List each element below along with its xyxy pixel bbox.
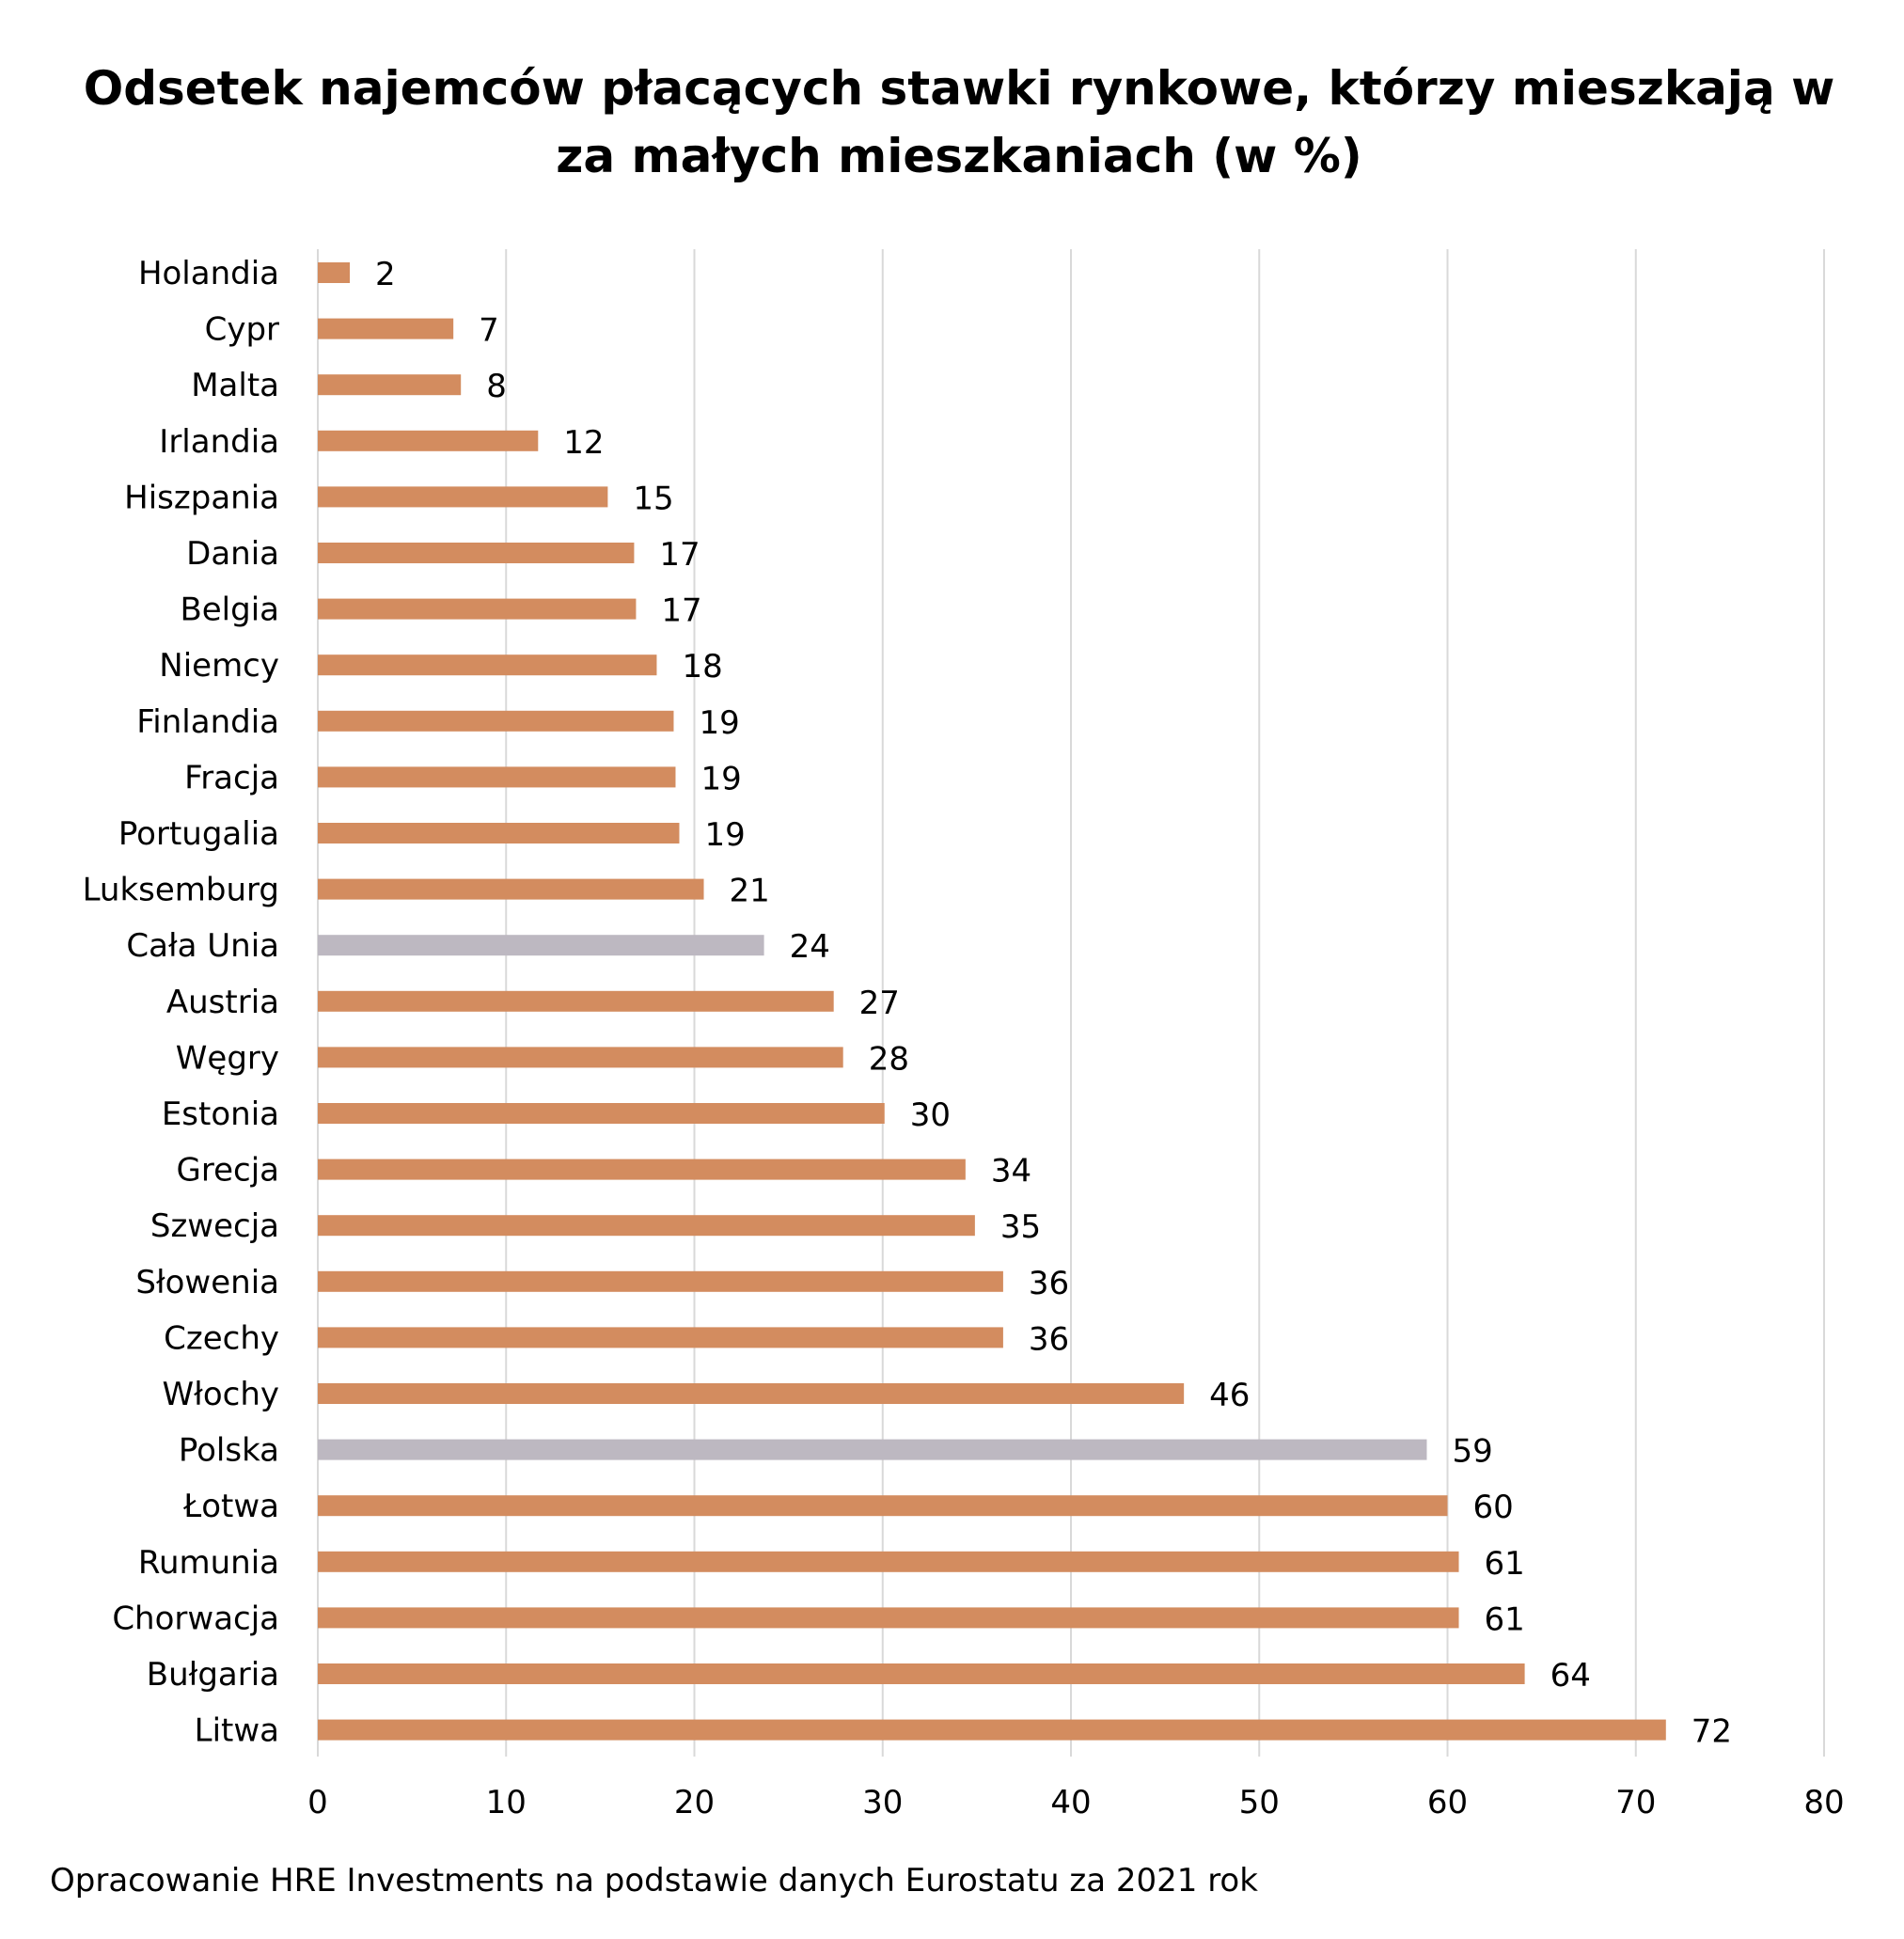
bar: [318, 823, 680, 843]
data-label: 7: [479, 312, 499, 350]
data-label: 59: [1452, 1433, 1492, 1471]
bar-chart: 2781215171718191919212427283034353636465…: [83, 249, 1845, 1821]
category-label: Fracja: [184, 759, 279, 796]
data-label: 61: [1485, 1600, 1525, 1638]
category-label: Polska: [179, 1432, 279, 1470]
category-label: Dania: [186, 535, 279, 573]
x-axis-ticks: 0 10 20 30 40 50 60 70 80: [307, 1784, 1844, 1821]
category-label: Holandia: [138, 255, 279, 292]
category-label: Irlandia: [159, 423, 279, 461]
data-label: 36: [1029, 1320, 1069, 1358]
x-tick-label: 30: [862, 1784, 903, 1821]
category-label: Belgia: [180, 591, 279, 629]
category-label: Niemcy: [159, 647, 279, 685]
data-label: 34: [991, 1153, 1031, 1190]
data-label: 19: [704, 816, 745, 854]
x-tick-label: 10: [486, 1784, 527, 1821]
data-label: 36: [1029, 1265, 1069, 1302]
bar: [318, 654, 657, 676]
bar: [318, 1551, 1459, 1572]
bar: [318, 1607, 1459, 1629]
bar: [318, 1383, 1185, 1404]
bar: [318, 1719, 1666, 1741]
bar: [318, 1215, 975, 1237]
bar: [318, 1047, 843, 1068]
bar: [318, 1439, 1427, 1460]
category-label: Rumunia: [138, 1544, 279, 1582]
category-label: Łotwa: [182, 1488, 279, 1525]
bar: [318, 1159, 966, 1180]
bar: [318, 1663, 1525, 1684]
bars: [318, 262, 1666, 1741]
data-label: 27: [859, 985, 900, 1022]
bar: [318, 1270, 1003, 1292]
data-label: 17: [659, 536, 700, 574]
bar: [318, 430, 539, 451]
data-label: 19: [700, 760, 741, 797]
chart-title: Odsetek najemców płacących stawki rynkow…: [83, 61, 1835, 183]
category-labels: Holandia Cypr Malta Irlandia Hiszpania Dania B…: [83, 255, 279, 1750]
category-label: Hiszpania: [124, 479, 279, 516]
category-label: Grecja: [177, 1152, 279, 1190]
data-label: 24: [790, 928, 830, 966]
category-label: Cypr: [205, 311, 279, 349]
bar: [318, 935, 764, 956]
data-label: 28: [869, 1040, 909, 1078]
data-label: 8: [486, 368, 507, 405]
bar: [318, 710, 674, 732]
x-tick-label: 0: [307, 1784, 328, 1821]
data-label: 15: [633, 480, 673, 517]
data-label: 19: [699, 704, 739, 742]
x-tick-label: 60: [1427, 1784, 1468, 1821]
category-label: Czechy: [164, 1319, 279, 1357]
bar: [318, 1327, 1003, 1348]
category-label: Szwecja: [150, 1207, 279, 1245]
category-label: Bułgaria: [147, 1656, 279, 1694]
data-label: 21: [730, 873, 770, 910]
data-label: 35: [1000, 1208, 1041, 1246]
bar: [318, 486, 608, 508]
category-label: Estonia: [162, 1096, 279, 1133]
x-tick-label: 40: [1050, 1784, 1091, 1821]
category-label: Węgry: [176, 1039, 279, 1077]
bar: [318, 878, 704, 900]
value-labels: 2781215171718191919212427283034353636465…: [375, 256, 1732, 1751]
x-tick-label: 70: [1615, 1784, 1656, 1821]
category-label: Malta: [191, 367, 279, 404]
bar: [318, 262, 351, 283]
bar: [318, 766, 676, 788]
category-label: Słowenia: [135, 1264, 279, 1301]
category-label: Cała Unia: [126, 927, 279, 965]
bar: [318, 990, 834, 1012]
category-label: Litwa: [195, 1712, 279, 1750]
data-label: 18: [682, 648, 722, 686]
bar: [318, 598, 637, 620]
category-label: Luksemburg: [83, 872, 279, 909]
data-label: 46: [1209, 1377, 1250, 1414]
data-label: 2: [375, 256, 396, 293]
data-label: 12: [563, 424, 604, 462]
category-label: Chorwacja: [112, 1600, 279, 1637]
category-label: Włochy: [163, 1376, 279, 1413]
bar: [318, 543, 635, 563]
data-label: 17: [661, 592, 701, 630]
category-label: Finlandia: [136, 703, 279, 741]
category-label: Austria: [166, 984, 279, 1021]
x-tick-label: 50: [1239, 1784, 1280, 1821]
bar: [318, 374, 462, 396]
bar: [318, 1495, 1448, 1517]
bar: [318, 318, 454, 339]
data-label: 30: [910, 1096, 951, 1134]
data-label: 72: [1692, 1713, 1732, 1751]
x-tick-label: 20: [674, 1784, 715, 1821]
data-label: 64: [1550, 1657, 1591, 1695]
x-tick-label: 80: [1803, 1784, 1844, 1821]
data-label: 61: [1485, 1545, 1525, 1583]
bar: [318, 1103, 885, 1124]
source-note: Opracowanie HRE Investments na podstawie…: [50, 1862, 1258, 1900]
category-label: Portugalia: [118, 815, 279, 853]
data-label: 60: [1473, 1489, 1514, 1526]
